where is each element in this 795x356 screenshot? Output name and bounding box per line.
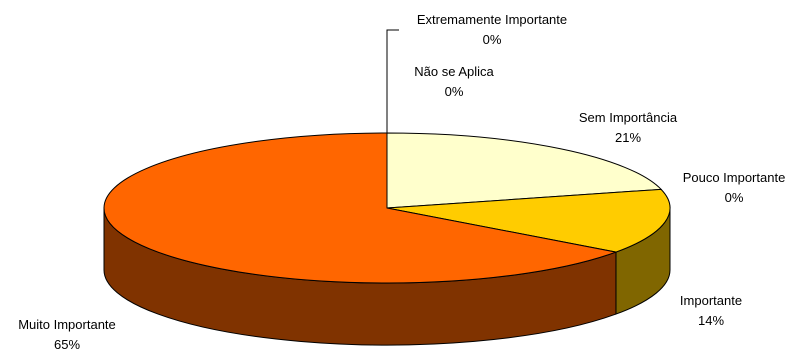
pct-nao-se-aplica: 0% [445, 84, 464, 99]
leader-line-extremamente-importante [386, 29, 399, 133]
label-pouco-importante: Pouco Importante [683, 170, 786, 185]
pct-sem-importancia: 21% [615, 130, 641, 145]
pct-muito-importante: 65% [54, 337, 80, 352]
pct-importante: 14% [698, 313, 724, 328]
leader-lines [386, 29, 399, 133]
label-sem-importancia: Sem Importância [579, 110, 678, 125]
pie-slice-muito-importante [103, 132, 618, 284]
label-extremamente-importante: Extremamente Importante [417, 12, 567, 27]
pie-tops [103, 132, 671, 284]
label-importante: Importante [680, 293, 742, 308]
pie-slice-importante [386, 188, 671, 253]
label-nao-se-aplica: Não se Aplica [414, 64, 494, 79]
label-muito-importante: Muito Importante [18, 317, 116, 332]
pie-slice-sem-importancia [386, 132, 663, 209]
pct-extremamente-importante: 0% [483, 32, 502, 47]
pct-pouco-importante: 0% [725, 190, 744, 205]
